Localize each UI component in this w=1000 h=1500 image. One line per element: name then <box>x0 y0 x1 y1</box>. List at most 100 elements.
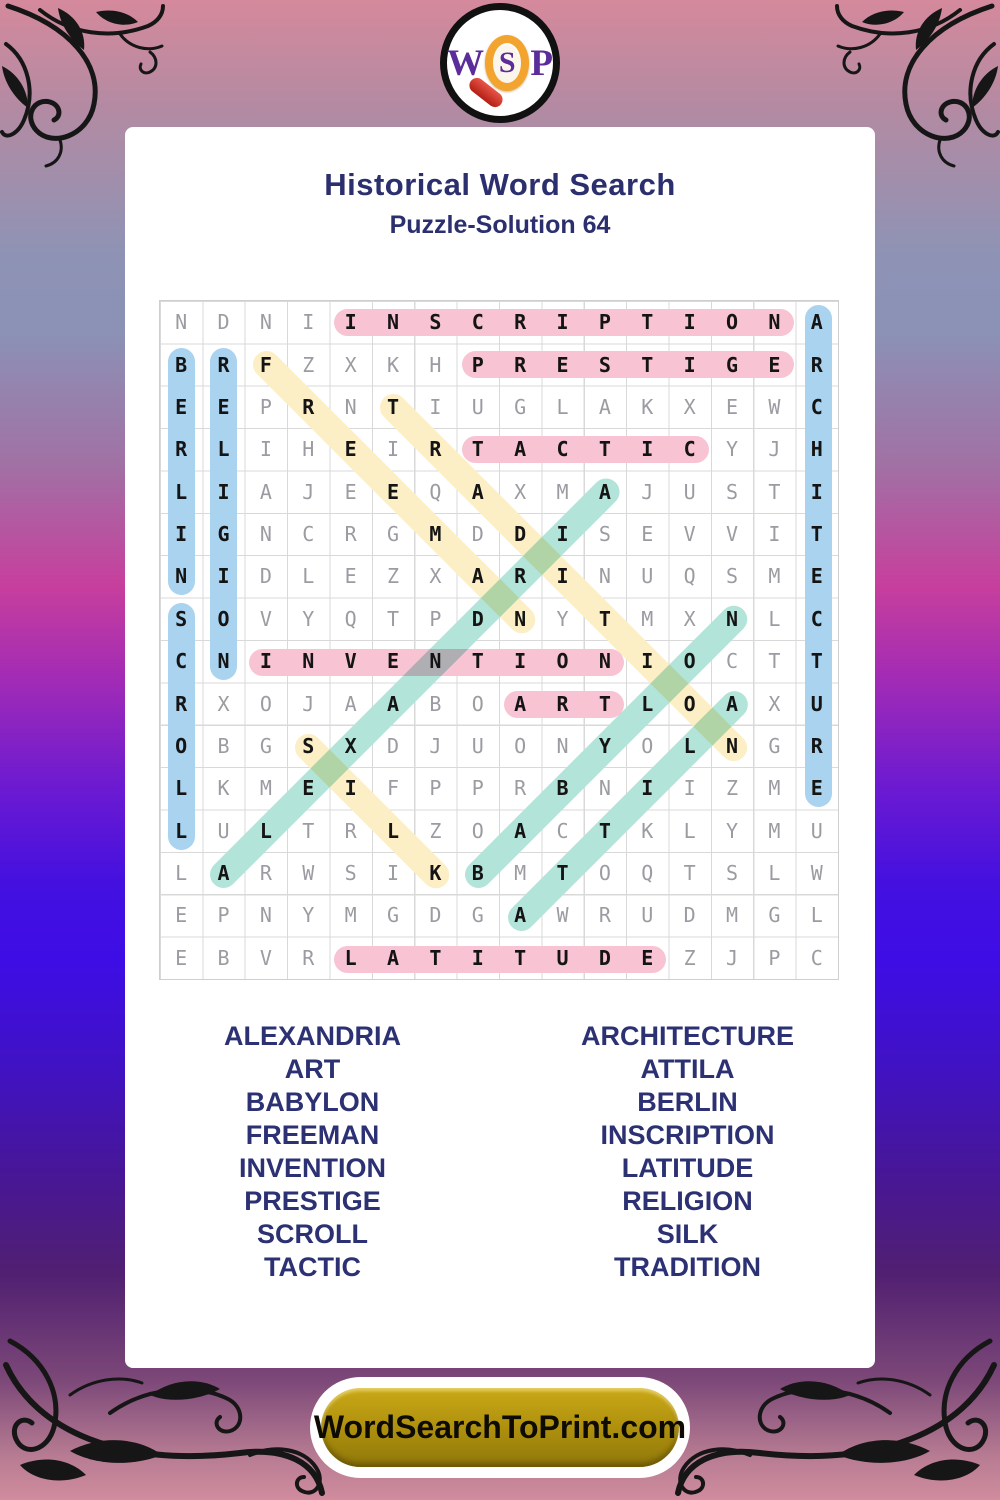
grid-cell: J <box>302 691 315 716</box>
grid-cell: L <box>175 861 188 886</box>
grid-cell: L <box>387 818 400 843</box>
grid-cell: M <box>259 776 272 801</box>
grid-cell: O <box>217 606 230 631</box>
grid-cell: A <box>810 310 823 335</box>
grid-cell: X <box>344 733 357 758</box>
grid-cell: U <box>641 564 654 589</box>
grid-cell: B <box>175 352 188 377</box>
grid-cell: V <box>683 522 696 547</box>
grid-cell: W <box>556 903 569 928</box>
grid-cell: G <box>768 733 781 758</box>
solution-capsule-inscription <box>334 308 794 336</box>
grid-cell: D <box>598 945 611 970</box>
word-list-item: ATTILA <box>640 1054 735 1084</box>
grid-cell: Y <box>598 733 611 758</box>
grid-cell: I <box>556 310 569 335</box>
grid-cell: R <box>514 564 527 589</box>
grid-cell: S <box>302 733 315 758</box>
grid-cell: M <box>556 479 569 504</box>
grid-cell: G <box>387 522 400 547</box>
grid-cell: N <box>598 649 611 674</box>
grid-cell: T <box>556 861 569 886</box>
grid-cell: A <box>387 945 400 970</box>
grid-cell: E <box>768 352 781 377</box>
grid-cell: D <box>683 903 696 928</box>
grid-cell: G <box>471 903 484 928</box>
grid-cell: A <box>726 691 739 716</box>
grid-cell: E <box>344 437 357 462</box>
grid-cell: I <box>641 437 654 462</box>
grid-cell: L <box>344 945 357 970</box>
grid-cell: T <box>810 649 823 674</box>
grid-cell: E <box>175 394 188 419</box>
grid-cell: R <box>344 818 357 843</box>
grid-cell: H <box>429 352 442 377</box>
grid-cell: C <box>683 437 696 462</box>
grid-cell: R <box>429 437 442 462</box>
grid-cell: L <box>175 818 188 843</box>
grid-cell: I <box>556 564 569 589</box>
grid-cell: T <box>514 945 527 970</box>
grid-cell: A <box>471 479 484 504</box>
grid-cell: I <box>259 437 272 462</box>
grid-cell: W <box>810 861 823 886</box>
grid-cell: E <box>726 394 739 419</box>
grid-cell: N <box>429 649 442 674</box>
grid-cell: O <box>726 310 739 335</box>
grid-cell: N <box>344 394 357 419</box>
grid-cell: L <box>302 564 315 589</box>
grid-cell: H <box>302 437 315 462</box>
grid-cell: G <box>726 352 739 377</box>
grid-cell: U <box>810 691 823 716</box>
grid-cell: R <box>217 352 230 377</box>
grid-cell: O <box>471 818 484 843</box>
grid-cell: D <box>471 606 484 631</box>
grid-cell: R <box>514 776 527 801</box>
grid-cell: L <box>768 606 781 631</box>
grid-highlights <box>160 301 838 979</box>
grid-cell: I <box>429 394 442 419</box>
word-list-item: BABYLON <box>245 1087 380 1117</box>
grid-cell: L <box>259 818 272 843</box>
solution-capsule-religion <box>210 347 238 680</box>
grid-cell: T <box>598 818 611 843</box>
grid-cell: T <box>641 352 654 377</box>
grid-cell: T <box>768 479 781 504</box>
grid-cell: E <box>217 394 230 419</box>
grid-cell: X <box>217 691 230 716</box>
grid-cell: S <box>598 352 611 377</box>
grid-cell: L <box>683 818 696 843</box>
grid-cell: N <box>387 310 400 335</box>
word-list-column-left: ALEXANDRIA ART BABYLON FREEMAN INVENTION PRES… <box>125 1020 500 1284</box>
grid-cell: L <box>556 394 569 419</box>
grid-cell: M <box>641 606 654 631</box>
magnifier-handle-icon <box>466 74 506 111</box>
grid-cell: Z <box>429 818 442 843</box>
grid-cell: T <box>429 945 442 970</box>
grid-cell: W <box>302 861 315 886</box>
grid-cell: D <box>514 522 527 547</box>
grid-cell: R <box>810 733 823 758</box>
grid-cell: I <box>683 310 696 335</box>
grid-cell: K <box>641 818 654 843</box>
word-list-item: TRADITION <box>614 1252 761 1282</box>
magnifier-icon: S <box>466 35 530 111</box>
grid-cell: I <box>514 649 527 674</box>
grid-cell: Y <box>726 818 739 843</box>
word-list-item: PRESTIGE <box>244 1186 381 1216</box>
grid-cell: E <box>302 776 315 801</box>
grid-cell: I <box>344 310 357 335</box>
grid-cell: B <box>217 733 230 758</box>
grid-cell: I <box>471 945 484 970</box>
grid-cell: P <box>768 945 781 970</box>
grid-cell: M <box>344 903 357 928</box>
grid-cell: V <box>344 649 357 674</box>
grid-cell: A <box>217 861 230 886</box>
word-list-item: TACTIC <box>264 1252 361 1282</box>
grid-cell: B <box>217 945 230 970</box>
grid-cell: J <box>641 479 654 504</box>
grid-cell: Q <box>344 606 357 631</box>
website-button[interactable]: WordSearchToPrint.com <box>314 1388 686 1467</box>
grid-cell: Q <box>429 479 442 504</box>
grid-cell: I <box>683 776 696 801</box>
